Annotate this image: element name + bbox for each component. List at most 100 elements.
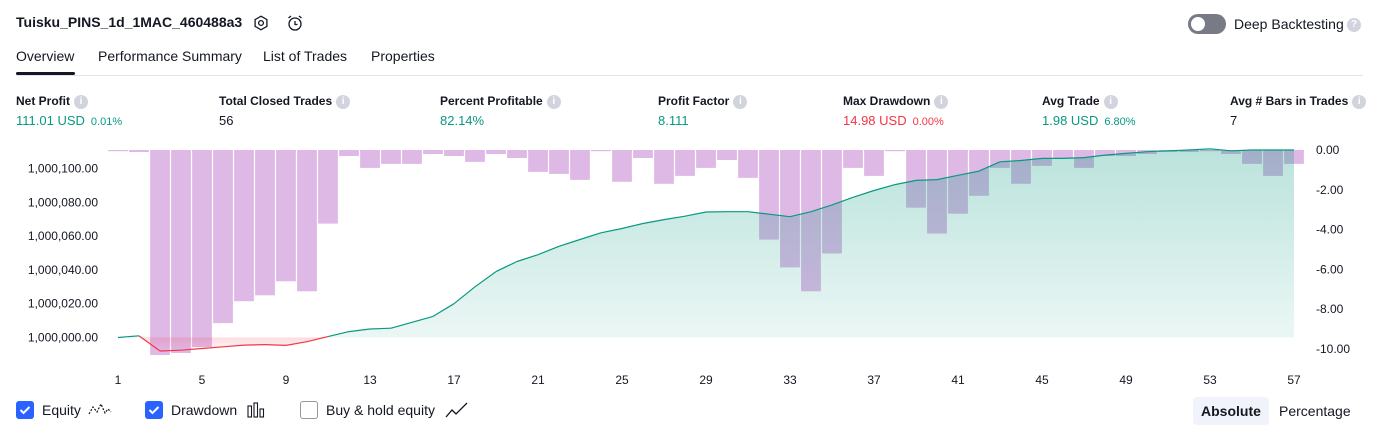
info-icon[interactable]: i (1352, 94, 1367, 109)
drawdown-bar (423, 150, 443, 154)
equity-line-segment (810, 204, 833, 213)
metric-label: Percent Profitable (440, 94, 543, 108)
x-axis-tick-label: 41 (951, 373, 965, 387)
metric-value: 8.111 (658, 112, 689, 128)
legend-equity-label: Equity (42, 402, 81, 418)
metric-avg-trade: Avg Trade i 1.98 USD 6.80% (1042, 94, 1136, 128)
equity-line-segment (138, 335, 161, 352)
info-icon[interactable]: i (934, 94, 949, 109)
equity-line-segment (684, 211, 707, 217)
left-axis-tick-label: 1,000,100.00 (28, 162, 98, 176)
right-axis: 0.00 -2.00 -4.00 -6.00 -8.00 -10.00 (1316, 143, 1350, 356)
info-icon[interactable]: i (336, 94, 351, 109)
legend-equity[interactable]: Equity (16, 400, 116, 422)
equity-line-segment (558, 238, 581, 247)
bar-chart-icon (247, 402, 267, 421)
equity-line-segment (1020, 157, 1043, 162)
percentage-button[interactable]: Percentage (1279, 403, 1351, 419)
drawdown-bar (234, 150, 254, 302)
drawdown-bar (738, 150, 758, 178)
drawdown-bar (339, 150, 359, 156)
left-axis-tick-label: 1,000,040.00 (28, 263, 98, 277)
drawdown-bar (633, 150, 653, 158)
drawdown-bar (486, 150, 506, 154)
equity-line-segment (747, 211, 770, 215)
buy-hold-checkbox[interactable] (300, 401, 318, 419)
info-icon[interactable]: i (733, 94, 748, 109)
drawdown-bar (885, 150, 905, 152)
equity-line-segment (1125, 151, 1148, 154)
equity-chart[interactable]: 1,000,000.00 1,000,020.00 1,000,040.00 1,00… (0, 140, 1379, 390)
equity-line-segment (621, 222, 644, 230)
drawdown-bar (864, 150, 884, 176)
equity-area (118, 148, 1294, 338)
equity-line-segment (936, 174, 959, 181)
equity-line-segment (852, 189, 875, 198)
drawdown-bar (675, 150, 695, 176)
equity-line-segment (1062, 157, 1085, 159)
help-icon[interactable]: ? (1347, 18, 1361, 32)
strategy-title: Tuisku_PINS_1d_1MAC_460488a3 (16, 14, 243, 30)
equity-line-segment (1167, 149, 1190, 152)
right-axis-tick-label: -4.00 (1316, 223, 1344, 237)
tab-performance-summary[interactable]: Performance Summary (98, 48, 242, 64)
equity-line-segment (663, 215, 686, 221)
x-axis-tick-label: 13 (363, 373, 377, 387)
drawdown-bar (255, 150, 275, 296)
equity-line-segment (390, 321, 413, 329)
metric-percent: 0.00% (912, 115, 944, 128)
metric-net-profit: Net Profit i 111.01 USD 0.01% (16, 94, 122, 128)
drawdown-bar (150, 150, 170, 355)
equity-line-segment (894, 179, 917, 186)
drawdown-bar (360, 150, 380, 168)
x-axis-tick-label: 49 (1119, 373, 1133, 387)
x-axis-tick-label: 9 (283, 373, 290, 387)
legend-drawdown[interactable]: Drawdown (145, 400, 275, 422)
drawdown-checkbox[interactable] (145, 401, 163, 419)
alarm-add-icon[interactable] (286, 14, 304, 32)
absolute-button[interactable]: Absolute (1193, 397, 1269, 425)
tab-overview[interactable]: Overview (16, 48, 75, 64)
equity-line-segment (999, 159, 1022, 163)
equity-line-segment (432, 303, 455, 317)
drawdown-bar (528, 150, 548, 172)
legend-drawdown-label: Drawdown (171, 402, 238, 418)
right-axis-tick-label: 0.00 (1316, 143, 1340, 157)
equity-line-segment (264, 344, 287, 346)
metric-value: 56 (219, 112, 234, 128)
drawdown-bar (507, 150, 527, 158)
equity-line-segment (642, 219, 665, 225)
info-icon[interactable]: i (74, 94, 88, 109)
drawdown-bar (276, 150, 296, 282)
left-axis-tick-label: 1,000,080.00 (28, 195, 98, 209)
equity-line-segment (306, 336, 329, 343)
settings-icon[interactable] (252, 14, 270, 32)
metric-value: 7 (1230, 112, 1238, 128)
equity-line-segment (873, 184, 896, 192)
equity-line-segment (768, 213, 791, 218)
equity-line-segment (180, 347, 203, 351)
x-axis-tick-label: 17 (447, 373, 461, 387)
line-chart-icon (445, 401, 469, 422)
metric-label: Net Profit (16, 94, 70, 108)
info-icon[interactable]: i (546, 94, 561, 109)
equity-line-segment (369, 327, 392, 330)
drawdown-bar (549, 150, 569, 174)
x-axis-tick-label: 5 (199, 373, 206, 387)
equity-checkbox[interactable] (16, 401, 34, 419)
equity-line-segment (453, 286, 476, 305)
x-axis-tick-label: 33 (783, 373, 797, 387)
equity-line-segment (243, 344, 266, 346)
drawdown-bar (696, 150, 716, 168)
deep-backtesting-toggle[interactable] (1188, 14, 1226, 34)
equity-line-segment (411, 315, 434, 323)
equity-line-segment (495, 260, 518, 273)
drawdown-bar (1095, 150, 1115, 156)
info-icon[interactable]: i (1103, 94, 1118, 109)
legend-buy-hold[interactable]: Buy & hold equity (300, 400, 475, 422)
drawdown-bar (1053, 150, 1073, 158)
tab-list-of-trades[interactable]: List of Trades (263, 48, 348, 64)
x-axis-tick-label: 57 (1287, 373, 1301, 387)
drawdown-bar (612, 150, 632, 182)
tab-properties[interactable]: Properties (371, 48, 435, 64)
